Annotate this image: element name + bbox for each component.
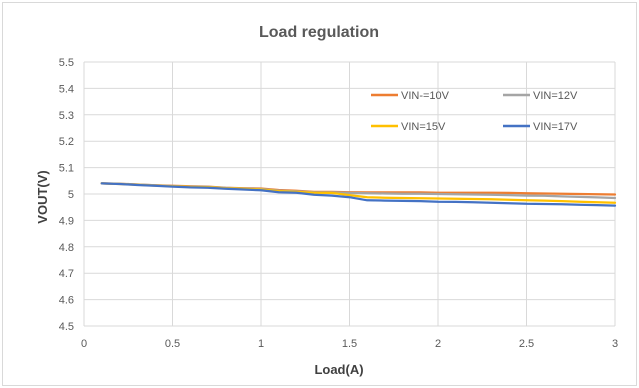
x-tick-label: 3 <box>612 338 618 350</box>
x-tick-label: 0 <box>81 338 87 350</box>
y-tick-label: 5 <box>68 189 74 201</box>
y-tick-label: 4.9 <box>59 215 74 227</box>
legend: VIN-=10V VIN=12V VIN=15V VIN=17V <box>371 90 578 133</box>
y-tick-label: 5.5 <box>59 57 74 69</box>
legend-label-0: VIN-=10V <box>401 90 450 102</box>
legend-label-1: VIN=12V <box>533 90 578 102</box>
x-tick-label: 1 <box>258 338 264 350</box>
load-regulation-chart: Load regulation 4.5 4.6 4.7 4.8 4.9 5 5.1 5.2 5.… <box>35 24 618 377</box>
series-line-3 <box>100 182 617 207</box>
y-tick-label: 5.2 <box>59 136 74 148</box>
y-axis-title: VOUT(V) <box>35 170 50 223</box>
legend-label-2: VIN=15V <box>401 121 446 133</box>
x-axis-title: Load(A) <box>314 362 363 377</box>
series-lines <box>100 182 617 207</box>
chart-title: Load regulation <box>259 24 379 41</box>
x-axis-ticks: 0 0.5 1 1.5 2 2.5 3 <box>81 338 618 350</box>
y-tick-label: 4.5 <box>59 321 74 333</box>
x-tick-label: 2 <box>435 338 441 350</box>
y-tick-label: 5.4 <box>59 83 74 95</box>
legend-label-3: VIN=17V <box>533 121 578 133</box>
x-tick-label: 0.5 <box>165 338 180 350</box>
x-tick-label: 2.5 <box>519 338 534 350</box>
y-tick-label: 4.7 <box>59 268 74 280</box>
y-tick-label: 5.1 <box>59 163 74 175</box>
x-tick-label: 1.5 <box>342 338 357 350</box>
y-tick-label: 5.3 <box>59 110 74 122</box>
y-tick-label: 4.8 <box>59 242 74 254</box>
y-axis-ticks: 4.5 4.6 4.7 4.8 4.9 5 5.1 5.2 5.3 5.4 5.5 <box>59 57 74 333</box>
y-tick-label: 4.6 <box>59 295 74 307</box>
